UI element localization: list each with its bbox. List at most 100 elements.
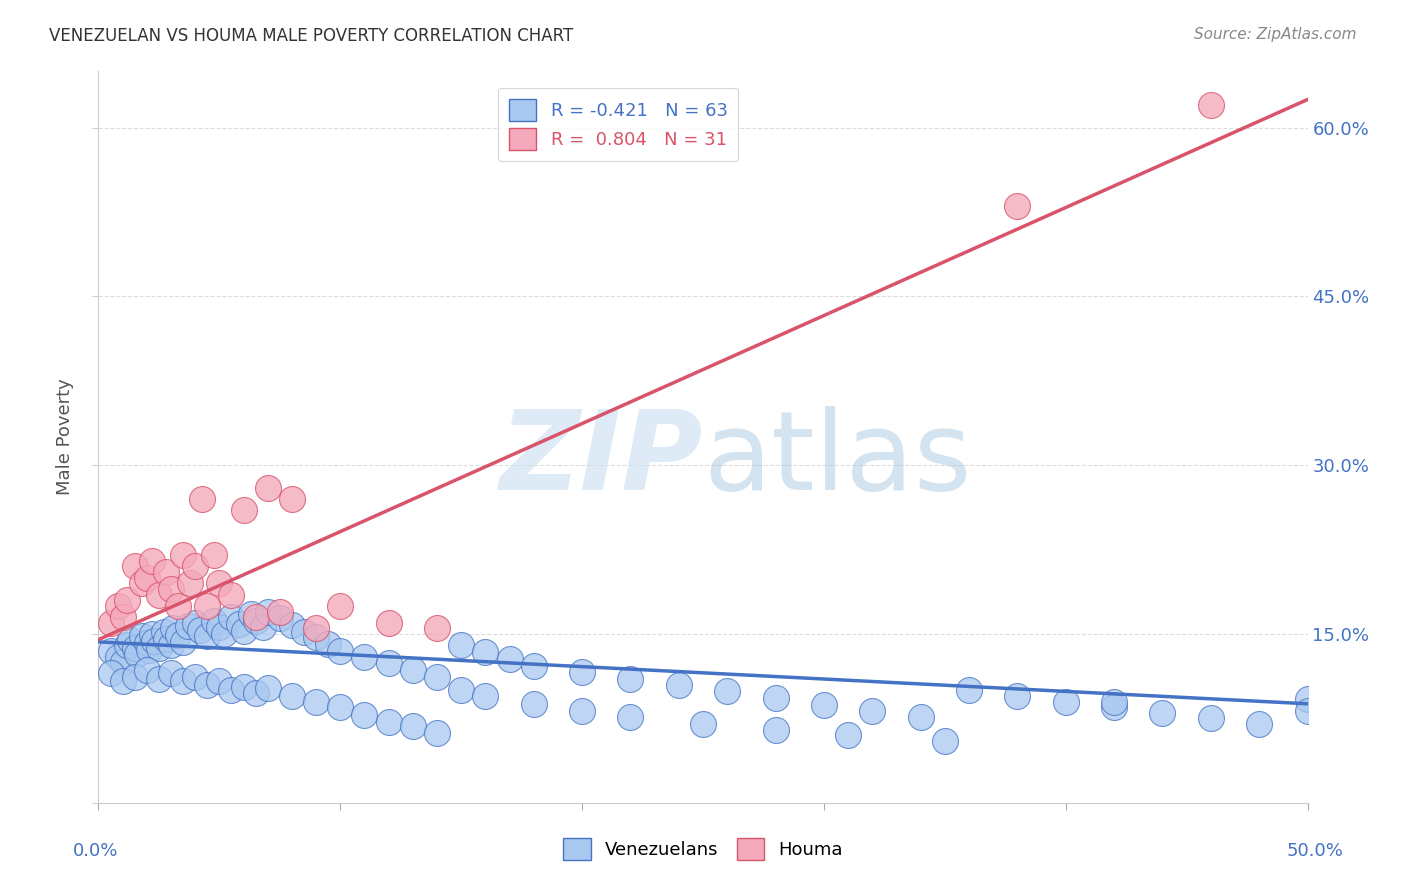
- Point: [1296, 692, 1319, 706]
- Point: [1102, 700, 1125, 714]
- Point: [1296, 704, 1319, 718]
- Point: [111, 610, 134, 624]
- Point: [143, 633, 166, 648]
- Point: [124, 640, 146, 655]
- Point: [221, 610, 243, 624]
- Point: [212, 627, 235, 641]
- Point: [148, 588, 170, 602]
- Point: [426, 621, 449, 635]
- Point: [100, 615, 122, 630]
- Point: [377, 657, 399, 671]
- Point: [957, 683, 980, 698]
- Point: [305, 621, 328, 635]
- Point: [523, 658, 546, 673]
- Point: [1007, 689, 1029, 703]
- Point: [127, 647, 149, 661]
- Point: [281, 618, 304, 632]
- Text: Source: ZipAtlas.com: Source: ZipAtlas.com: [1194, 27, 1357, 42]
- Point: [172, 548, 194, 562]
- Point: [107, 649, 129, 664]
- Point: [765, 723, 787, 737]
- Point: [1249, 717, 1271, 731]
- Point: [377, 714, 399, 729]
- Text: 0.0%: 0.0%: [73, 842, 118, 860]
- Point: [208, 576, 231, 591]
- Point: [619, 672, 641, 686]
- Point: [353, 708, 375, 723]
- Point: [316, 637, 339, 651]
- Point: [450, 638, 472, 652]
- Point: [256, 681, 278, 695]
- Point: [148, 640, 170, 655]
- Point: [100, 644, 122, 658]
- Point: [1152, 706, 1174, 720]
- Point: [1007, 199, 1029, 213]
- Point: [195, 629, 218, 643]
- Point: [426, 670, 449, 684]
- Point: [281, 689, 304, 703]
- Point: [474, 689, 496, 703]
- Point: [138, 642, 160, 657]
- Point: [221, 588, 243, 602]
- Point: [450, 683, 472, 698]
- Point: [377, 615, 399, 630]
- Point: [402, 663, 425, 677]
- Text: atlas: atlas: [703, 406, 972, 513]
- Point: [162, 621, 184, 635]
- Point: [228, 616, 250, 631]
- Point: [910, 710, 932, 724]
- Point: [191, 491, 214, 506]
- Point: [269, 611, 291, 625]
- Point: [329, 599, 352, 613]
- Text: 50.0%: 50.0%: [1286, 842, 1343, 860]
- Point: [135, 571, 157, 585]
- Text: VENEZUELAN VS HOUMA MALE POVERTY CORRELATION CHART: VENEZUELAN VS HOUMA MALE POVERTY CORRELA…: [49, 27, 574, 45]
- Point: [232, 624, 254, 638]
- Point: [329, 700, 352, 714]
- Point: [148, 672, 170, 686]
- Point: [184, 670, 207, 684]
- Point: [934, 734, 956, 748]
- Point: [1199, 98, 1222, 112]
- Point: [765, 691, 787, 706]
- Point: [100, 666, 122, 681]
- Point: [155, 632, 177, 646]
- Point: [208, 620, 231, 634]
- Point: [195, 678, 218, 692]
- Point: [498, 652, 520, 666]
- Point: [837, 728, 859, 742]
- Point: [329, 644, 352, 658]
- Point: [160, 638, 183, 652]
- Point: [172, 635, 194, 649]
- Point: [245, 685, 267, 699]
- Point: [135, 663, 157, 677]
- Point: [167, 599, 190, 613]
- Point: [208, 674, 231, 689]
- Point: [668, 678, 690, 692]
- Point: [1102, 694, 1125, 708]
- Point: [111, 655, 134, 669]
- Point: [135, 636, 157, 650]
- Point: [195, 599, 218, 613]
- Point: [124, 559, 146, 574]
- Point: [252, 620, 274, 634]
- Point: [155, 565, 177, 579]
- Point: [232, 503, 254, 517]
- Point: [117, 593, 139, 607]
- Point: [179, 576, 201, 591]
- Point: [269, 605, 291, 619]
- Point: [204, 548, 226, 562]
- Point: [131, 576, 153, 591]
- Point: [353, 649, 375, 664]
- Point: [402, 719, 425, 733]
- Point: [160, 666, 183, 681]
- Point: [692, 717, 714, 731]
- Point: [107, 599, 129, 613]
- Point: [281, 491, 304, 506]
- Point: [256, 605, 278, 619]
- Legend: Venezuelans, Houma: Venezuelans, Houma: [557, 830, 849, 867]
- Point: [167, 628, 190, 642]
- Point: [245, 610, 267, 624]
- Point: [239, 607, 262, 621]
- Point: [1054, 694, 1077, 708]
